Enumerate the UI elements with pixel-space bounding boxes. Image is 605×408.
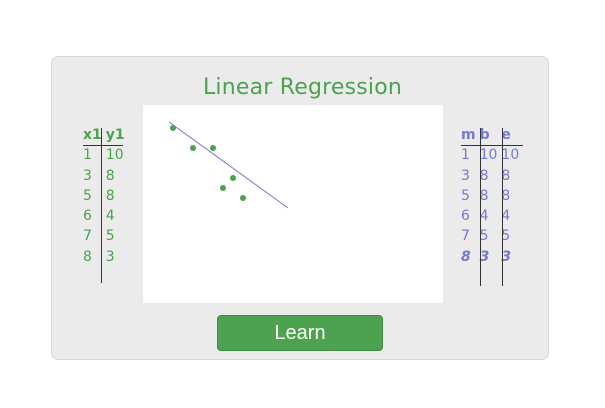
page-title: Linear Regression xyxy=(202,75,403,100)
y-cell: 10 xyxy=(105,147,124,164)
x-cell: 1 xyxy=(83,147,92,164)
header-m: m xyxy=(461,127,476,143)
x-cell: 8 xyxy=(83,248,92,265)
e-cell: 8 xyxy=(501,167,511,184)
e-cell: 10 xyxy=(501,147,520,164)
header-b: b xyxy=(479,127,490,143)
table-column-divider xyxy=(480,128,481,286)
y-cell: 8 xyxy=(105,187,115,204)
b-cell: 5 xyxy=(479,228,489,245)
m-cell: 1 xyxy=(461,147,470,164)
b-cell: 8 xyxy=(479,167,489,184)
learn-button[interactable]: Learn xyxy=(217,315,383,351)
data-point-5 xyxy=(230,175,236,181)
y-cell: 4 xyxy=(105,208,115,225)
x-cell: 6 xyxy=(83,208,92,225)
data-point-2 xyxy=(190,145,196,151)
data-point-4 xyxy=(220,185,226,191)
data-point-1 xyxy=(170,125,176,131)
x-cell: 3 xyxy=(83,167,92,184)
x-cell: 5 xyxy=(83,187,92,204)
m-cell: 5 xyxy=(461,187,470,204)
table-header-divider xyxy=(83,145,123,146)
table-header-divider xyxy=(461,145,523,146)
b-cell: 3 xyxy=(479,248,490,265)
m-cell: 3 xyxy=(461,167,470,184)
table-row: 1 10 10 xyxy=(459,145,521,165)
header-y1: y1 xyxy=(105,127,125,143)
scatter-plot xyxy=(143,105,443,303)
m-cell: 7 xyxy=(461,228,470,245)
e-cell: 8 xyxy=(501,187,511,204)
m-cell: 6 xyxy=(461,208,470,225)
data-point-3 xyxy=(210,145,216,151)
b-cell: 8 xyxy=(479,187,489,204)
e-cell: 3 xyxy=(501,248,512,265)
y-cell: 8 xyxy=(105,167,115,184)
m-cell: 8 xyxy=(461,248,471,265)
x-cell: 7 xyxy=(83,228,92,245)
e-cell: 5 xyxy=(501,228,511,245)
regression-line xyxy=(168,121,289,209)
y-cell: 3 xyxy=(105,248,115,265)
b-cell: 4 xyxy=(479,208,489,225)
b-cell: 10 xyxy=(479,147,498,164)
table-row: 1 10 xyxy=(81,145,127,165)
scatter-plot-svg xyxy=(168,121,289,209)
data-table-header: x1 y1 xyxy=(81,125,127,145)
table-column-divider xyxy=(502,128,503,286)
header-x1: x1 xyxy=(83,127,102,143)
table-column-divider xyxy=(101,128,102,283)
y-cell: 5 xyxy=(105,228,115,245)
data-point-6 xyxy=(240,195,246,201)
parameter-table-header: m b e xyxy=(459,125,521,145)
e-cell: 4 xyxy=(501,208,511,225)
header-e: e xyxy=(501,127,511,143)
